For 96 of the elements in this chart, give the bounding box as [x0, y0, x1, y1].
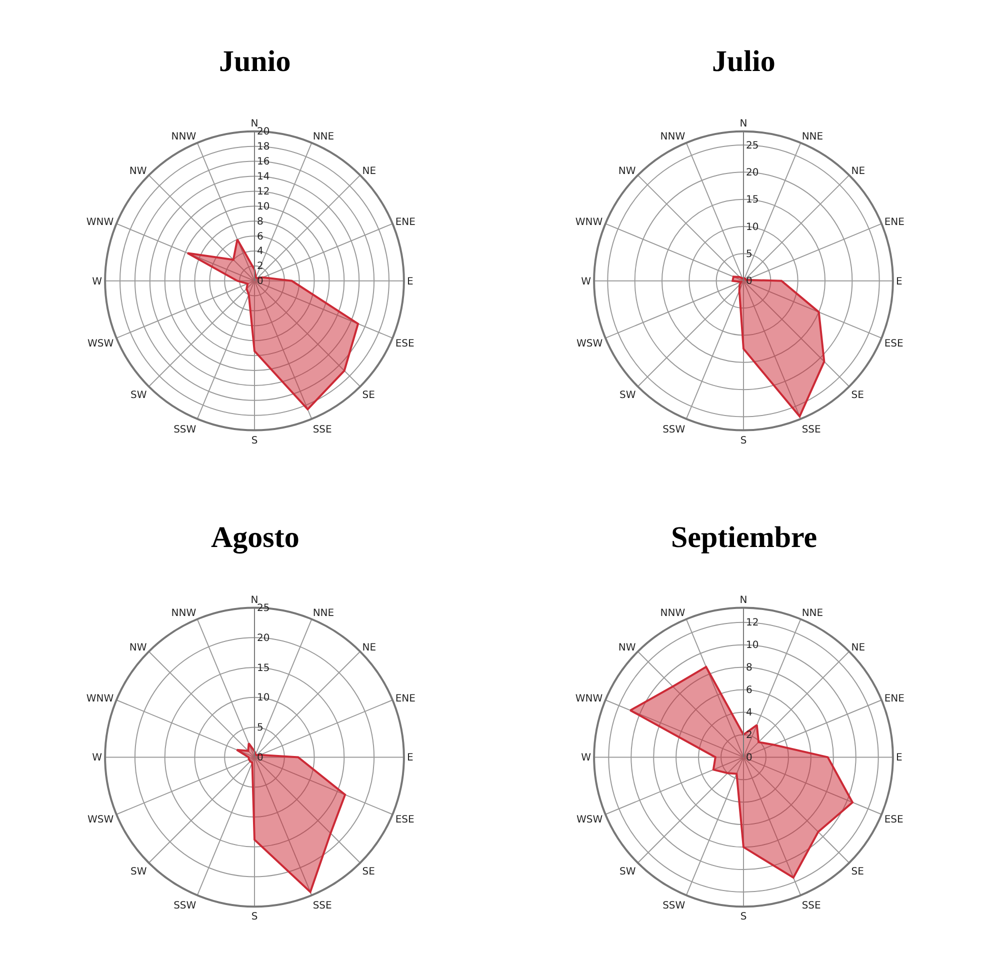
spoke-label: SW	[619, 866, 636, 878]
spoke-label: SE	[851, 866, 864, 878]
y-tick-label: 2	[257, 261, 264, 272]
y-tick-label: 10	[257, 692, 270, 704]
y-tick-label: 16	[257, 156, 270, 168]
spoke-label: NW	[618, 642, 636, 654]
spoke-label: N	[740, 594, 748, 606]
spoke-label: SSE	[312, 424, 332, 436]
spoke-label: NW	[129, 166, 147, 178]
spoke-label: N	[250, 594, 258, 606]
spoke-label: NNE	[312, 608, 334, 619]
spoke-label: ESE	[395, 338, 414, 350]
spoke-label: NW	[129, 642, 147, 654]
spoke-label: E	[406, 276, 414, 288]
spoke-label: NW	[618, 166, 636, 178]
spoke-label: N	[740, 118, 748, 130]
y-tick-label: 5	[746, 248, 752, 260]
y-tick-label: 8	[257, 216, 264, 228]
spoke-label: NE	[851, 642, 866, 654]
spoke-label: NNW	[171, 132, 196, 143]
spoke-label: WSW	[88, 814, 114, 826]
y-tick-label: 10	[746, 222, 759, 233]
spoke-label: WSW	[88, 338, 114, 350]
y-tick-label: 5	[257, 722, 264, 734]
spoke-label: SSE	[802, 900, 821, 912]
spoke-label: SW	[619, 390, 636, 402]
chart-title: Septiembre	[671, 521, 818, 554]
spoke-label: W	[92, 752, 102, 764]
y-tick-label: 10	[746, 640, 759, 652]
spoke-label: NNW	[660, 132, 686, 143]
y-tick-label: 12	[746, 618, 759, 629]
spoke-label: SSE	[312, 900, 332, 912]
spoke-label: NE	[362, 166, 376, 178]
y-tick-label: 25	[746, 140, 759, 152]
y-tick-label: 15	[746, 194, 759, 206]
chart-title: Julio	[712, 45, 776, 78]
y-tick-label: 18	[257, 142, 270, 153]
spoke-label: W	[581, 276, 592, 288]
spoke-label: E	[896, 276, 902, 288]
spoke-label: E	[406, 752, 414, 764]
spoke-label: NE	[851, 166, 866, 178]
y-tick-label: 0	[257, 752, 264, 764]
spoke-label: S	[740, 435, 747, 446]
spoke-label: NNW	[171, 608, 196, 619]
spoke-label: ESE	[884, 338, 904, 350]
y-tick-label: 0	[746, 752, 752, 764]
spoke-label: W	[92, 276, 102, 288]
y-tick-label: 10	[257, 201, 270, 212]
spoke-label: SW	[130, 390, 147, 402]
spoke-label: WNW	[575, 216, 603, 228]
spoke-label: WSW	[576, 338, 603, 350]
spoke-label: NNE	[312, 132, 334, 143]
spoke-label: ENE	[395, 216, 416, 228]
spoke-label: ENE	[884, 693, 904, 704]
y-tick-label: 4	[257, 246, 264, 258]
y-tick-label: 2	[746, 730, 752, 741]
spoke-label: ENE	[395, 693, 416, 704]
spoke-label: SE	[851, 390, 864, 402]
y-tick-label: 12	[257, 186, 270, 198]
y-tick-label: 4	[746, 708, 752, 719]
spoke-label: SSW	[662, 424, 686, 436]
spoke-label: SSW	[662, 900, 686, 912]
y-tick-label: 0	[746, 276, 752, 288]
spoke-label: NE	[362, 642, 376, 654]
y-tick-label: 15	[257, 662, 270, 674]
spoke-label: NNE	[802, 608, 824, 619]
y-tick-label: 0	[257, 276, 264, 288]
spoke-label: W	[581, 752, 592, 764]
y-tick-label: 20	[746, 167, 759, 178]
spoke-label: NNE	[802, 132, 824, 143]
spoke-label: SE	[362, 390, 375, 402]
spoke-label: WNW	[86, 693, 114, 704]
spoke-label: N	[250, 118, 258, 130]
y-tick-label: 8	[746, 662, 752, 674]
spoke-label: SSW	[174, 424, 196, 436]
y-tick-label: 6	[257, 231, 264, 242]
y-tick-label: 6	[746, 685, 752, 696]
spoke-label: SE	[362, 866, 375, 878]
spoke-label: S	[251, 912, 258, 923]
spoke-label: SW	[130, 866, 147, 878]
spoke-label: ENE	[884, 216, 904, 228]
spoke-label: E	[896, 752, 902, 764]
spoke-label: ESE	[395, 814, 414, 826]
spoke-label: SSE	[802, 424, 821, 436]
spoke-label: ESE	[884, 814, 904, 826]
chart-title: Agosto	[211, 521, 300, 554]
y-tick-label: 20	[257, 632, 270, 644]
spoke-label: WNW	[575, 693, 603, 704]
spoke-label: SSW	[174, 900, 196, 912]
chart-title: Junio	[219, 45, 291, 78]
spoke-label: NNW	[660, 608, 686, 619]
spoke-label: S	[251, 435, 258, 446]
spoke-label: WSW	[576, 814, 603, 826]
y-tick-label: 14	[257, 172, 270, 182]
spoke-label: S	[740, 912, 747, 923]
spoke-label: WNW	[86, 216, 114, 228]
